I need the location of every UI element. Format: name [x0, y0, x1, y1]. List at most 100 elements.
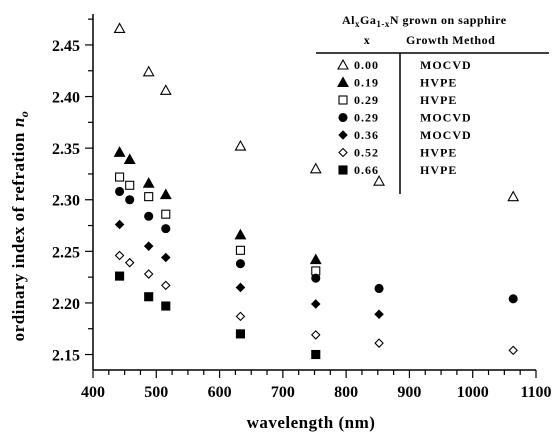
legend-x-value: 0.66 — [354, 163, 379, 177]
legend-header-x: x — [364, 33, 371, 47]
data-point — [309, 253, 322, 265]
data-point — [144, 211, 154, 221]
legend-row: 0.36 MOCVD — [338, 128, 472, 142]
data-point — [142, 65, 155, 77]
y-axis-title-symbol: n — [9, 117, 28, 127]
legend-row: 0.66 HVPE — [338, 163, 457, 177]
data-point — [373, 175, 385, 186]
data-point — [115, 271, 125, 281]
data-point — [310, 299, 321, 309]
series-000-mocvd — [113, 22, 520, 202]
legend-title: AlxGa1-xN grown on sapphire — [342, 13, 507, 29]
x-tick-label: 900 — [397, 384, 421, 401]
data-point — [124, 257, 135, 268]
legend-method: MOCVD — [420, 128, 472, 142]
x-tick-label: 1100 — [520, 384, 551, 401]
series-052-hvpe — [114, 250, 518, 356]
data-point — [235, 245, 246, 255]
legend-marker — [338, 165, 348, 175]
legend-row: 0.29 MOCVD — [338, 111, 472, 125]
data-point — [235, 329, 246, 339]
data-point — [508, 345, 518, 356]
legend: AlxGa1-xN grown on sapphire x Growth Met… — [316, 13, 549, 194]
legend-method: MOCVD — [420, 58, 472, 72]
data-point — [310, 330, 321, 340]
series-066-hvpe — [115, 271, 321, 360]
y-axis-ticks: 2.15 2.20 2.25 2.30 2.35 2.40 2.45 — [52, 18, 93, 365]
data-point — [161, 301, 171, 311]
x-tick-label: 800 — [334, 384, 358, 401]
y-tick-label: 2.40 — [52, 90, 80, 107]
legend-rows: 0.00 MOCVD 0.19 HVPE 0.29 HVPE 0.29 MOCVD 0.36 MO… — [337, 58, 472, 177]
legend-method: MOCVD — [420, 111, 472, 125]
legend-x-value: 0.36 — [354, 128, 379, 142]
x-tick-label: 700 — [271, 384, 295, 401]
data-point — [235, 282, 246, 293]
y-axis-title-text: ordinary index of refration — [9, 132, 28, 341]
legend-marker — [337, 76, 349, 88]
data-point — [374, 283, 384, 294]
data-point — [161, 224, 171, 234]
data-point — [159, 188, 172, 200]
data-point — [144, 192, 154, 202]
data-point — [161, 209, 171, 219]
data-point — [123, 153, 136, 165]
y-tick-label: 2.35 — [52, 141, 80, 158]
data-point — [507, 190, 520, 202]
data-point — [114, 250, 125, 261]
legend-row: 0.00 MOCVD — [337, 58, 472, 72]
legend-method: HVPE — [420, 163, 457, 177]
x-axis-title: wavelength (nm) — [247, 413, 376, 432]
legend-marker — [338, 130, 348, 140]
data-points — [113, 22, 520, 360]
data-point — [311, 349, 321, 360]
y-tick-label: 2.30 — [52, 193, 80, 210]
data-point — [161, 280, 171, 291]
legend-row: 0.29 HVPE — [338, 93, 456, 107]
data-point — [142, 177, 155, 188]
data-point — [144, 292, 154, 302]
x-tick-label: 400 — [81, 384, 105, 401]
data-point — [143, 269, 154, 279]
series-029-hvpe — [115, 172, 321, 276]
y-tick-label: 2.20 — [52, 296, 80, 313]
y-tick-label: 2.15 — [52, 348, 80, 365]
data-point — [374, 338, 384, 348]
legend-marker — [337, 58, 349, 70]
data-point — [161, 252, 171, 263]
data-point — [113, 22, 126, 33]
data-point — [114, 219, 125, 230]
data-point — [125, 195, 135, 205]
data-point — [115, 186, 125, 197]
series-019-hvpe — [113, 146, 322, 265]
legend-row: 0.52 HVPE — [338, 146, 456, 160]
series-036-mocvd — [114, 219, 384, 320]
data-point — [143, 241, 154, 251]
x-axis-ticks: 400 500 600 700 800 900 1000 1100 — [81, 370, 552, 401]
legend-x-value: 0.29 — [354, 93, 379, 107]
data-point — [159, 84, 172, 95]
data-point — [115, 172, 125, 182]
y-axis-title: ordinary index of refration no — [9, 111, 31, 342]
data-point — [234, 139, 247, 151]
data-point — [125, 180, 135, 190]
legend-marker — [338, 95, 348, 105]
x-tick-label: 600 — [208, 384, 232, 401]
x-tick-label: 500 — [144, 384, 168, 401]
legend-row: 0.19 HVPE — [337, 76, 457, 90]
series-029-mocvd — [115, 186, 518, 304]
y-tick-label: 2.25 — [52, 244, 80, 261]
data-point — [374, 309, 384, 320]
legend-x-value: 0.29 — [354, 111, 379, 125]
data-point — [508, 294, 518, 304]
data-point — [235, 259, 246, 269]
legend-marker — [338, 147, 348, 158]
legend-x-value: 0.52 — [354, 146, 379, 160]
legend-method: HVPE — [420, 76, 457, 90]
x-tick-label: 1000 — [457, 384, 489, 401]
legend-header-method: Growth Method — [406, 33, 495, 47]
data-point — [113, 146, 126, 157]
legend-x-value: 0.00 — [354, 58, 379, 72]
data-point — [234, 228, 247, 240]
